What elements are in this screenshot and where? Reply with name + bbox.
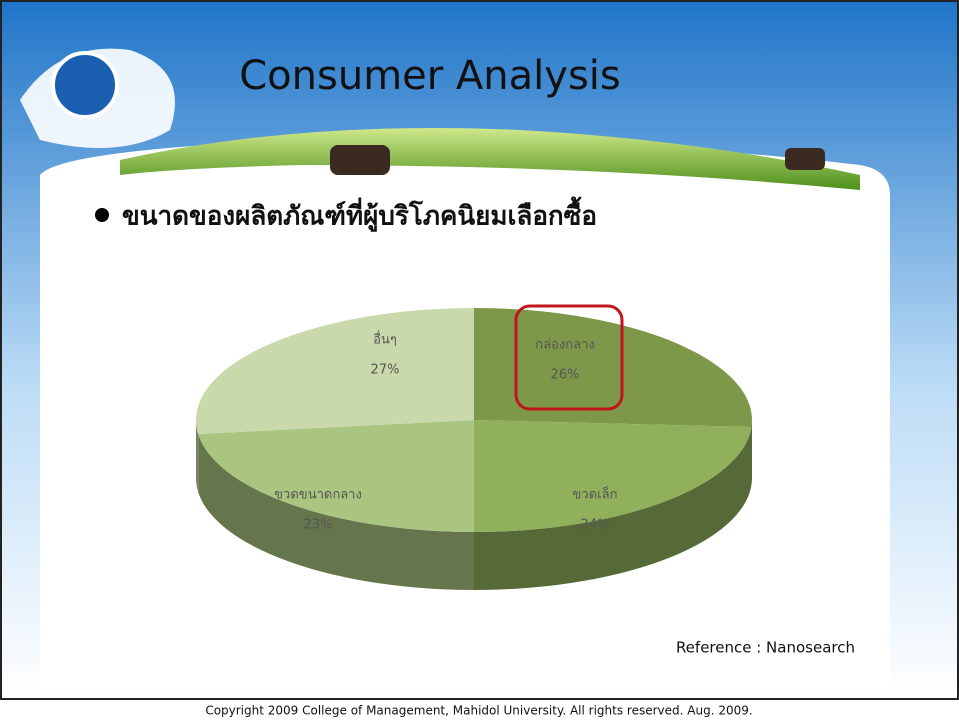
slice-value: 24% (581, 518, 610, 533)
logo (51, 51, 119, 119)
bullet-text: ขนาดของผลิตภัณฑ์ที่ผู้บริโภคนิยมเลือกซื้… (122, 196, 597, 233)
slice-side (751, 420, 752, 486)
reference: Reference : Nanosearch (676, 639, 855, 657)
slice-label: ขวดขนาดกลาง (274, 488, 362, 503)
slice-side (196, 420, 199, 493)
bullet-dot (95, 208, 109, 222)
slice (198, 420, 474, 532)
pie-chart: กล่องกลาง 26% ขวดเล็ก 24% ขวดขนาดกลาง 23% อื่น… (196, 308, 752, 590)
slice (474, 420, 752, 532)
slice-label: ขวดเล็ก (573, 485, 618, 503)
cow (330, 145, 390, 175)
slide-title: Consumer Analysis (239, 53, 620, 99)
highlight-box (514, 304, 624, 411)
grass-hill (120, 128, 860, 190)
slice-value: 27% (371, 363, 400, 378)
slice (196, 308, 474, 435)
slice-label: กล่องกลาง (535, 338, 594, 353)
slice-label: อื่นๆ (373, 331, 397, 348)
slice-value: 23% (304, 518, 333, 533)
cow (785, 148, 825, 170)
slice (474, 308, 752, 428)
slice-value: 26% (551, 368, 580, 383)
slice-side (198, 434, 474, 590)
copyright: Copyright 2009 College of Management, Ma… (205, 704, 752, 718)
slice-side (474, 427, 752, 590)
